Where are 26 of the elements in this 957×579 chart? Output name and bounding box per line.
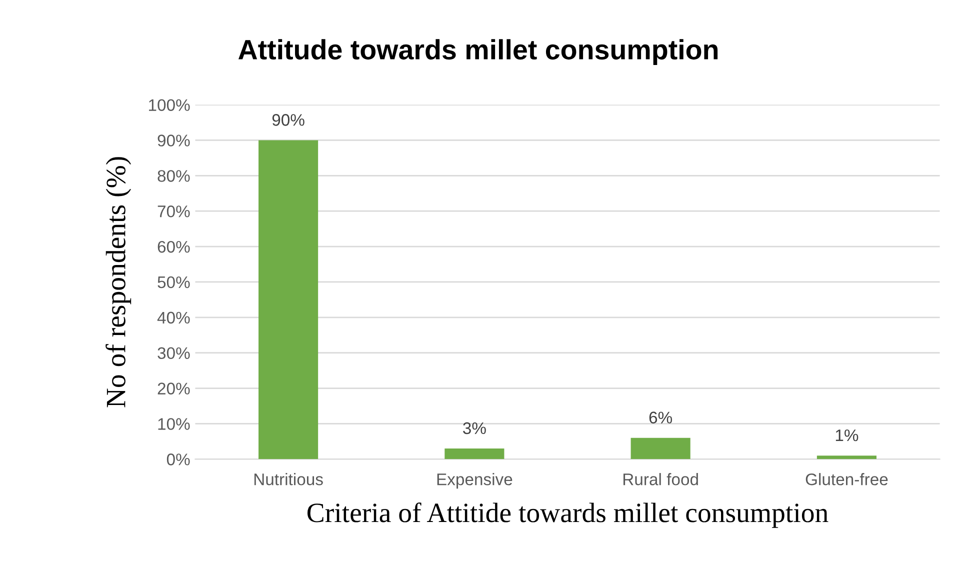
y-axis-title: No of respondents (%) <box>106 157 132 408</box>
y-tick-label: 80% <box>158 170 190 182</box>
data-label: 3% <box>463 422 486 434</box>
x-tick-label: Rural food <box>623 473 698 486</box>
y-tick-label: 0% <box>166 454 190 466</box>
x-axis-title: Criteria of Attitide towards millet consumption <box>307 502 828 528</box>
bar <box>258 140 318 460</box>
y-tick-label: 60% <box>158 240 190 253</box>
y-tick-label: 50% <box>158 276 190 288</box>
data-label: 6% <box>649 412 672 424</box>
chart-title: Attitude towards millet consumption <box>238 39 718 66</box>
x-tick-label: Nutritious <box>254 473 323 486</box>
y-tick-label: 70% <box>158 206 190 218</box>
y-tick-label: 10% <box>158 418 190 430</box>
y-tick-label: 30% <box>158 347 190 360</box>
x-tick-label: Expensive <box>437 473 512 489</box>
data-label: 1% <box>836 429 858 442</box>
bar <box>816 456 876 460</box>
data-label: 90% <box>272 114 304 126</box>
y-tick-label: 40% <box>157 312 190 324</box>
y-tick-label: 90% <box>158 134 190 146</box>
bar <box>444 448 504 460</box>
bar <box>630 438 690 460</box>
y-tick-label: 20% <box>158 382 190 394</box>
x-tick-label: Gluten-free <box>806 473 888 486</box>
y-tick-label: 100% <box>149 99 190 111</box>
